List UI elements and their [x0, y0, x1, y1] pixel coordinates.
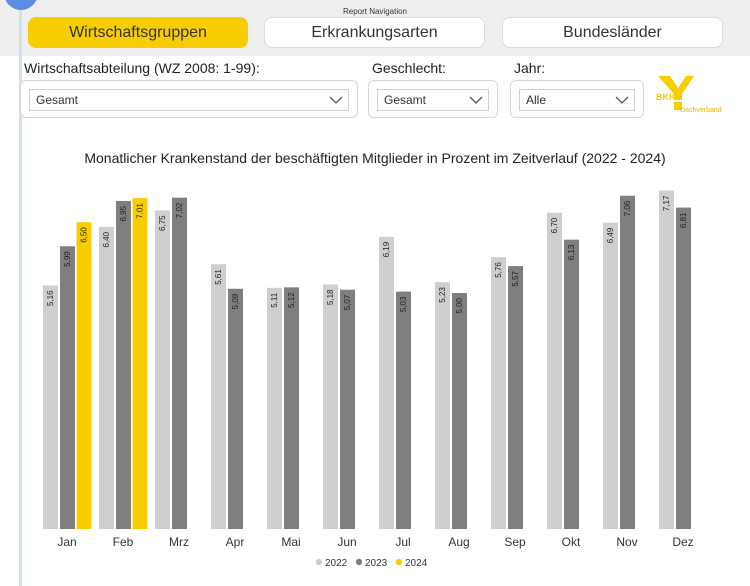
x-tick-label-sep: Sep	[504, 535, 526, 549]
sector-select-value: Gesamt	[36, 93, 79, 107]
sector-select[interactable]: Gesamt	[29, 89, 349, 111]
value-label-2022-jul: 6,19	[382, 241, 391, 257]
bar-2023-jan	[60, 246, 75, 529]
bar-2022-jun	[323, 284, 338, 529]
sector-filter-box: Gesamt	[20, 80, 358, 118]
bar-2023-dez	[676, 207, 691, 529]
x-tick-label-okt: Okt	[562, 535, 581, 549]
value-label-2023-sep: 5,57	[511, 271, 520, 287]
value-label-2023-mrz: 7,02	[175, 202, 184, 218]
value-label-2022-aug: 5,23	[438, 287, 447, 303]
bar-2022-sep	[491, 257, 506, 529]
x-tick-label-nov: Nov	[616, 535, 637, 549]
value-label-2024-feb: 7,01	[136, 203, 145, 219]
value-label-2022-mrz: 6,75	[158, 215, 167, 231]
legend-marker-2022	[315, 558, 323, 566]
bar-2022-mrz	[155, 210, 170, 529]
bar-2022-feb	[99, 226, 114, 530]
legend-label-2024[interactable]: 2024	[405, 558, 428, 569]
bar-2023-nov	[620, 195, 635, 529]
nav-button-erkrankungsarten[interactable]: Erkrankungsarten	[264, 17, 485, 48]
value-label-2023-jul: 5,03	[399, 296, 408, 312]
x-tick-label-mai: Mai	[281, 535, 300, 549]
legend-label-2022[interactable]: 2022	[325, 558, 348, 569]
bar-2023-apr	[228, 288, 243, 529]
gender-select[interactable]: Gesamt	[377, 89, 489, 111]
bar-2024-jan	[76, 222, 92, 529]
value-label-2022-feb: 6,40	[102, 231, 111, 247]
bar-2024-feb	[132, 198, 148, 530]
value-label-2023-dez: 6,81	[679, 212, 688, 228]
bar-2023-aug	[452, 293, 467, 529]
bar-2023-okt	[564, 239, 579, 529]
value-label-2022-okt: 6,70	[550, 217, 559, 233]
svg-text:Dachverband: Dachverband	[680, 107, 722, 114]
bar-2022-jan	[43, 285, 58, 529]
x-tick-label-dez: Dez	[672, 535, 693, 549]
x-tick-label-apr: Apr	[226, 535, 245, 549]
legend-label-2023[interactable]: 2023	[365, 558, 388, 569]
chevron-down-icon	[329, 96, 343, 104]
x-tick-label-mrz: Mrz	[169, 535, 189, 549]
x-tick-label-jan: Jan	[57, 535, 76, 549]
bar-2022-jul	[379, 236, 394, 529]
bar-2022-aug	[435, 282, 450, 529]
x-tick-label-jun: Jun	[337, 535, 356, 549]
value-label-2023-feb: 6,95	[119, 205, 128, 221]
value-label-2024-jan: 6,50	[80, 227, 89, 243]
value-label-2023-jan: 5,99	[63, 251, 72, 267]
year-select-value: Alle	[526, 93, 547, 107]
bar-2023-jun	[340, 289, 355, 529]
left-accent-line	[19, 0, 22, 586]
bar-2022-nov	[603, 222, 618, 529]
value-label-2022-jan: 5,16	[46, 290, 55, 306]
report-navigation-label: Report Navigation	[342, 7, 408, 16]
gender-select-value: Gesamt	[384, 93, 427, 107]
bar-2022-mai	[267, 287, 282, 529]
year-select[interactable]: Alle	[519, 89, 635, 111]
nav-button-bundeslaender[interactable]: Bundesländer	[502, 17, 723, 48]
chevron-down-icon	[615, 96, 629, 104]
value-label-2023-jun: 5,07	[343, 294, 352, 310]
value-label-2023-mai: 5,12	[287, 292, 296, 308]
year-filter-label: Jahr:	[514, 60, 546, 76]
bar-2022-dez	[659, 190, 674, 530]
bar-2023-mrz	[172, 197, 187, 529]
value-label-2023-okt: 6,13	[567, 244, 576, 260]
legend-marker-2024	[395, 558, 403, 566]
value-label-2023-nov: 7,06	[623, 200, 632, 216]
x-tick-label-aug: Aug	[448, 535, 469, 549]
value-label-2022-dez: 7,17	[662, 195, 671, 211]
bar-2022-okt	[547, 212, 562, 529]
x-tick-label-feb: Feb	[113, 535, 134, 549]
nav-button-wirtschaftsgruppen[interactable]: Wirtschaftsgruppen	[28, 17, 248, 48]
legend-marker-2023	[355, 558, 363, 566]
x-tick-label-jul: Jul	[395, 535, 410, 549]
value-label-2022-jun: 5,18	[326, 289, 335, 305]
bar-2023-jul	[396, 291, 411, 529]
value-label-2022-mai: 5,11	[270, 292, 279, 308]
sector-filter-label: Wirtschaftsabteilung (WZ 2008: 1-99):	[24, 60, 260, 76]
value-label-2022-sep: 5,76	[494, 262, 503, 278]
bar-2023-feb	[116, 200, 131, 529]
year-filter-box: Alle	[510, 80, 644, 118]
value-label-2022-nov: 6,49	[606, 227, 615, 243]
bkk-dachverband-logo: BKK Dachverband	[656, 76, 722, 114]
value-label-2022-apr: 5,61	[214, 269, 223, 285]
bar-2023-mai	[284, 287, 299, 529]
value-label-2023-apr: 5,09	[231, 293, 240, 309]
chevron-down-icon	[469, 96, 483, 104]
gender-filter-box: Gesamt	[368, 80, 498, 118]
bar-2023-sep	[508, 266, 523, 529]
chart-title: Monatlicher Krankenstand der beschäftigt…	[84, 150, 666, 166]
svg-text:BKK: BKK	[656, 92, 676, 102]
page-indicator-dot	[4, 0, 38, 10]
gender-filter-label: Geschlecht:	[372, 60, 446, 76]
value-label-2023-aug: 5,00	[455, 297, 464, 313]
bar-2022-apr	[211, 264, 226, 529]
